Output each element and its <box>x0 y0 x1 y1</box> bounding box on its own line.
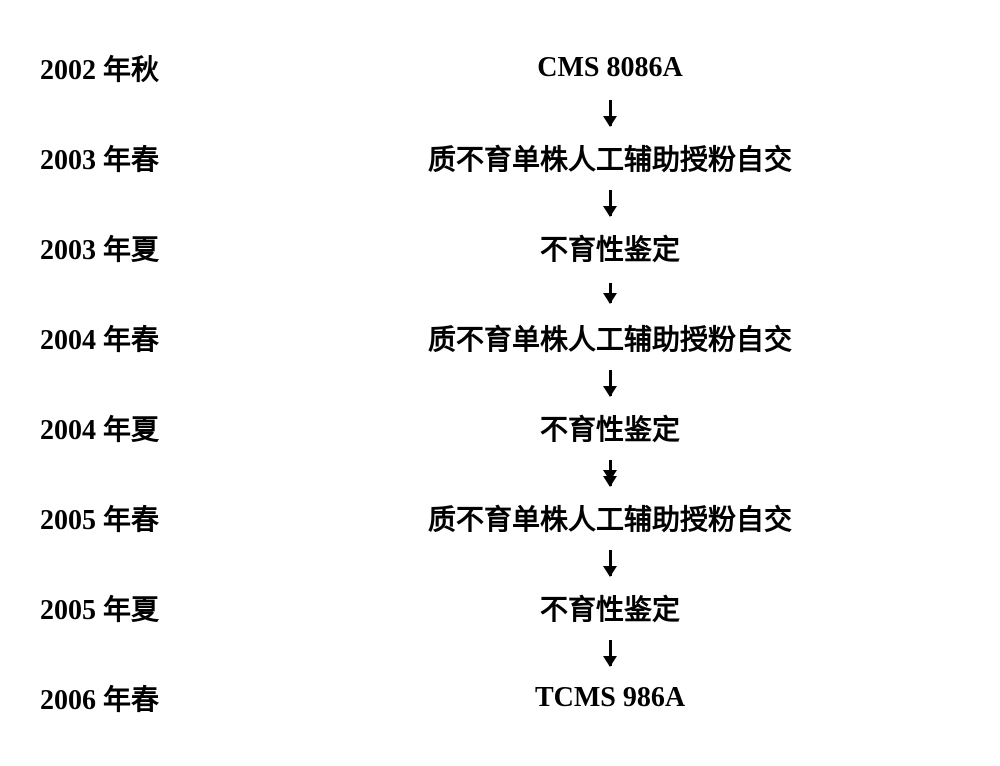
step-label: 不育性鉴定 <box>260 228 960 268</box>
flow-row: 2005 年夏不育性鉴定 <box>40 580 960 636</box>
arrow-row <box>40 186 960 220</box>
down-arrow-icon <box>609 640 612 666</box>
step-label: CMS 8086A <box>260 52 960 84</box>
arrow-row <box>40 276 960 310</box>
date-label: 2003 年夏 <box>40 228 260 268</box>
down-arrow-icon <box>609 460 612 486</box>
flow-row: 2003 年春质不育单株人工辅助授粉自交 <box>40 130 960 186</box>
date-label: 2004 年春 <box>40 318 260 358</box>
down-arrow-icon <box>609 370 612 396</box>
date-label: 2005 年春 <box>40 498 260 538</box>
date-label: 2006 年春 <box>40 678 260 718</box>
flow-row: 2003 年夏不育性鉴定 <box>40 220 960 276</box>
date-label: 2005 年夏 <box>40 588 260 628</box>
date-label: 2004 年夏 <box>40 408 260 448</box>
down-arrow-icon <box>609 190 612 216</box>
step-label: TCMS 986A <box>260 682 960 714</box>
step-label: 质不育单株人工辅助授粉自交 <box>260 498 960 538</box>
flow-row: 2004 年夏不育性鉴定 <box>40 400 960 456</box>
flow-row: 2005 年春质不育单株人工辅助授粉自交 <box>40 490 960 546</box>
date-label: 2002 年秋 <box>40 48 260 88</box>
step-label: 质不育单株人工辅助授粉自交 <box>260 318 960 358</box>
arrow-row <box>40 456 960 490</box>
flow-row: 2002 年秋CMS 8086A <box>40 40 960 96</box>
down-arrow-icon <box>609 283 612 303</box>
down-arrow-icon <box>609 550 612 576</box>
step-label: 不育性鉴定 <box>260 588 960 628</box>
down-arrow-icon <box>609 100 612 126</box>
date-label: 2003 年春 <box>40 138 260 178</box>
flow-row: 2006 年春TCMS 986A <box>40 670 960 726</box>
flow-row: 2004 年春质不育单株人工辅助授粉自交 <box>40 310 960 366</box>
step-label: 不育性鉴定 <box>260 408 960 448</box>
arrow-row <box>40 636 960 670</box>
breeding-flowchart: 2002 年秋CMS 8086A2003 年春质不育单株人工辅助授粉自交2003… <box>40 40 960 726</box>
step-label: 质不育单株人工辅助授粉自交 <box>260 138 960 178</box>
arrow-row <box>40 546 960 580</box>
arrow-row <box>40 366 960 400</box>
arrow-row <box>40 96 960 130</box>
